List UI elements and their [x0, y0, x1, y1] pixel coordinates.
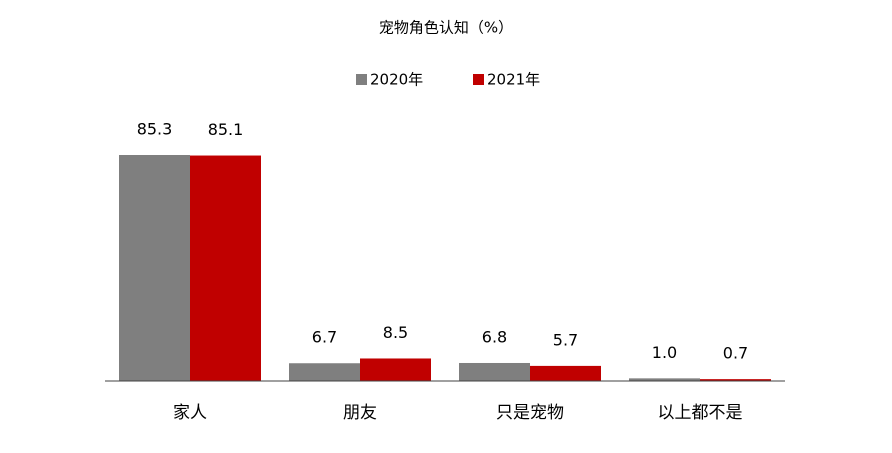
- legend-label: 2020年: [370, 71, 423, 89]
- legend-label: 2021年: [487, 71, 540, 89]
- x-tick-label: 以上都不是: [658, 403, 743, 423]
- bar: [289, 363, 360, 381]
- bar: [360, 358, 431, 381]
- legend-swatch: [473, 74, 484, 85]
- bar: [190, 155, 261, 381]
- value-label: 8.5: [383, 323, 408, 342]
- x-tick-label: 只是宠物: [496, 403, 564, 423]
- chart-title: 宠物角色认知（%）: [379, 19, 513, 37]
- legend-swatch: [356, 74, 367, 85]
- bar: [119, 155, 190, 381]
- bar: [459, 362, 530, 381]
- x-tick-label: 朋友: [343, 403, 377, 423]
- value-label: 85.1: [208, 120, 244, 139]
- value-label: 1.0: [652, 343, 677, 362]
- value-label: 6.8: [482, 327, 507, 346]
- bar: [530, 365, 601, 381]
- bar: [700, 379, 771, 381]
- bar: [629, 378, 700, 381]
- value-label: 6.7: [312, 328, 337, 347]
- x-tick-label: 家人: [173, 403, 207, 423]
- value-label: 5.7: [553, 330, 578, 349]
- value-label: 85.3: [137, 120, 173, 139]
- value-label: 0.7: [723, 344, 748, 363]
